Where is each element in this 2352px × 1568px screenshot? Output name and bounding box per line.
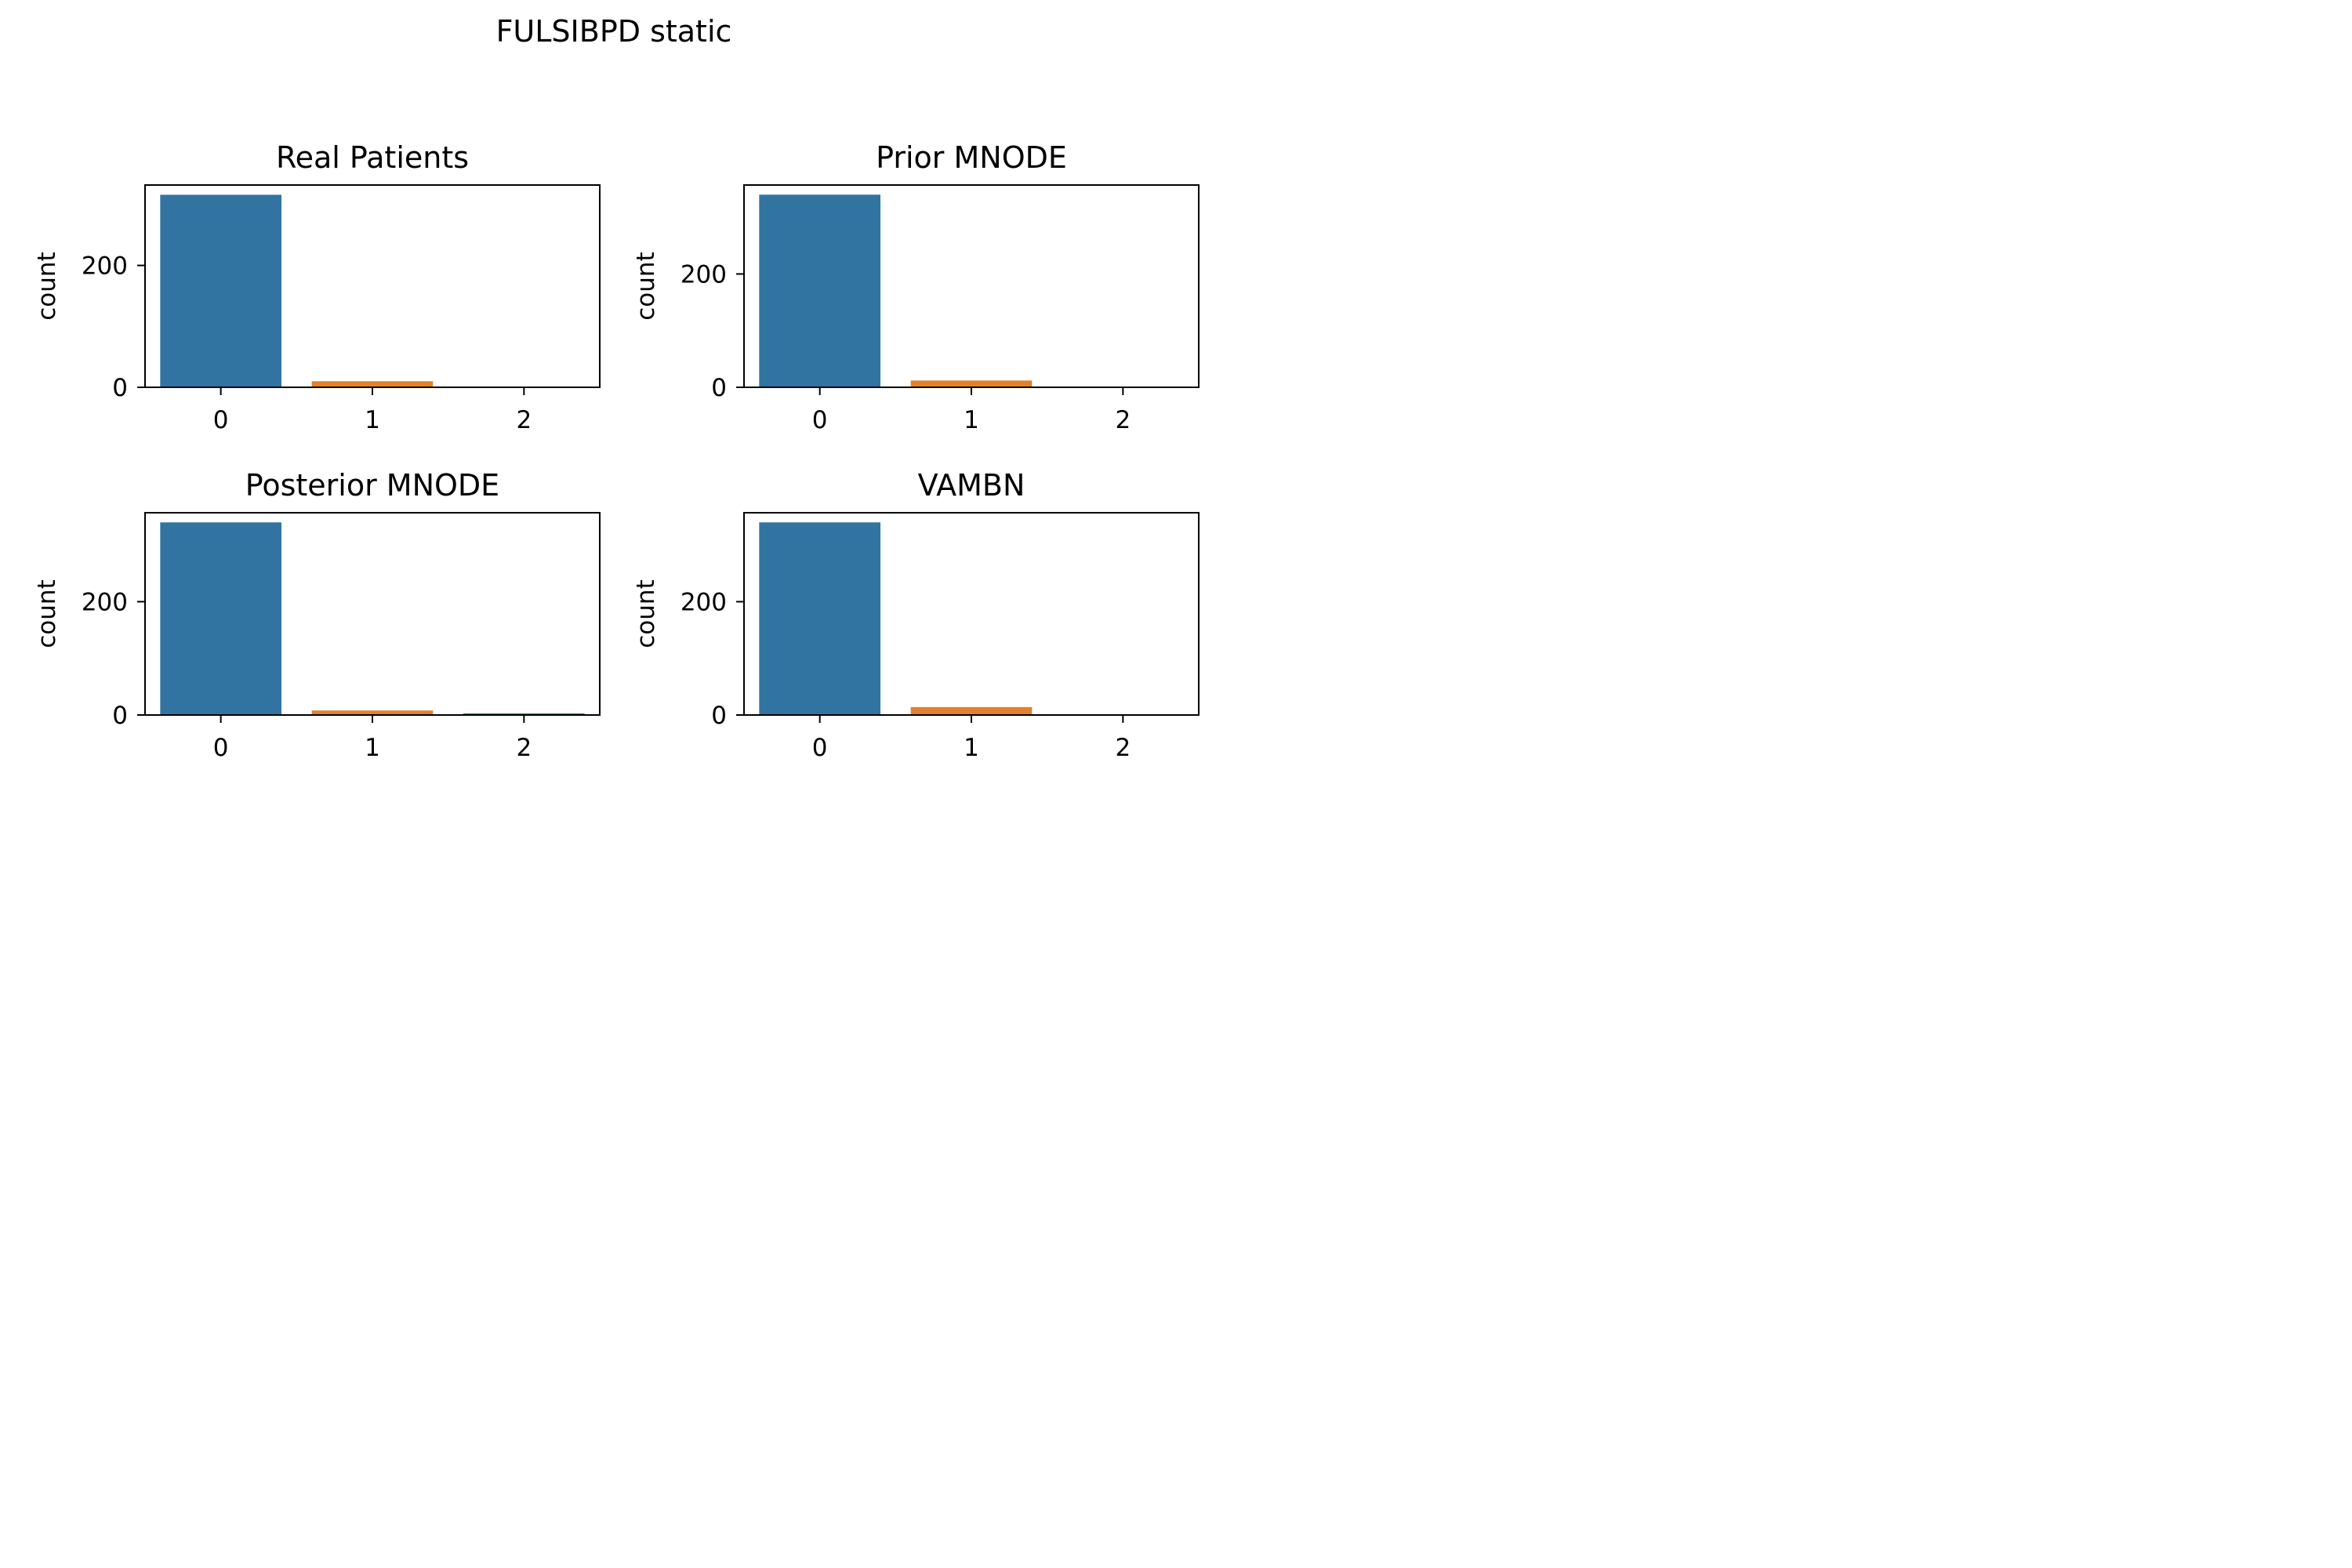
y-tick-label-0-0: 0 <box>112 374 128 402</box>
y-tick-label-2-1: 200 <box>82 588 128 616</box>
bar-3-1 <box>910 706 1033 715</box>
x-tick-label-1-1: 1 <box>964 406 979 434</box>
bar-3-0 <box>759 522 880 715</box>
bar-1-1 <box>910 380 1033 387</box>
subplot-title-2: Posterior MNODE <box>245 468 499 503</box>
subplot-title-1: Prior MNODE <box>876 140 1067 175</box>
x-tick-label-3-1: 1 <box>964 734 979 762</box>
y-tick-label-2-0: 0 <box>112 702 128 730</box>
figure-title: FULSIBPD static <box>496 14 732 49</box>
x-tick-label-2-2: 2 <box>516 734 532 762</box>
x-tick-label-0-2: 2 <box>516 406 532 434</box>
bar-2-1 <box>311 710 434 715</box>
y-tick-label-3-0: 0 <box>711 702 727 730</box>
subplot-3: VAMBN 0 1 2 0 200 count <box>632 468 1200 762</box>
x-tick-label-1-0: 0 <box>812 406 828 434</box>
x-tick-label-3-2: 2 <box>1115 734 1131 762</box>
y-tick-label-3-1: 200 <box>681 588 727 616</box>
x-tick-label-2-1: 1 <box>365 734 380 762</box>
y-axis-label-1: count <box>632 252 660 320</box>
y-tick-label-0-1: 200 <box>82 252 128 281</box>
y-tick-label-1-0: 0 <box>711 374 727 402</box>
bar-2-0 <box>160 522 281 715</box>
bar-2-2 <box>463 713 585 715</box>
subplot-title-0: Real Patients <box>276 140 469 175</box>
bar-0-1 <box>311 381 434 387</box>
x-tick-label-3-0: 0 <box>812 734 828 762</box>
x-tick-label-2-0: 0 <box>213 734 229 762</box>
subplot-title-3: VAMBN <box>918 468 1025 503</box>
y-axis-label-2: count <box>33 579 61 648</box>
subplot-0: Real Patients 0 1 2 0 200 count <box>33 140 601 434</box>
y-axis-label-3: count <box>632 579 660 648</box>
y-tick-label-1-1: 200 <box>681 260 727 289</box>
subplot-2: Posterior MNODE 0 1 2 0 200 count <box>33 468 601 762</box>
x-tick-label-0-1: 1 <box>365 406 380 434</box>
x-tick-label-0-0: 0 <box>213 406 229 434</box>
x-tick-label-1-2: 2 <box>1115 406 1131 434</box>
bar-0-0 <box>160 194 281 387</box>
subplot-1: Prior MNODE 0 1 2 0 200 count <box>632 140 1200 434</box>
bar-1-0 <box>759 194 880 387</box>
y-axis-label-0: count <box>33 252 61 320</box>
